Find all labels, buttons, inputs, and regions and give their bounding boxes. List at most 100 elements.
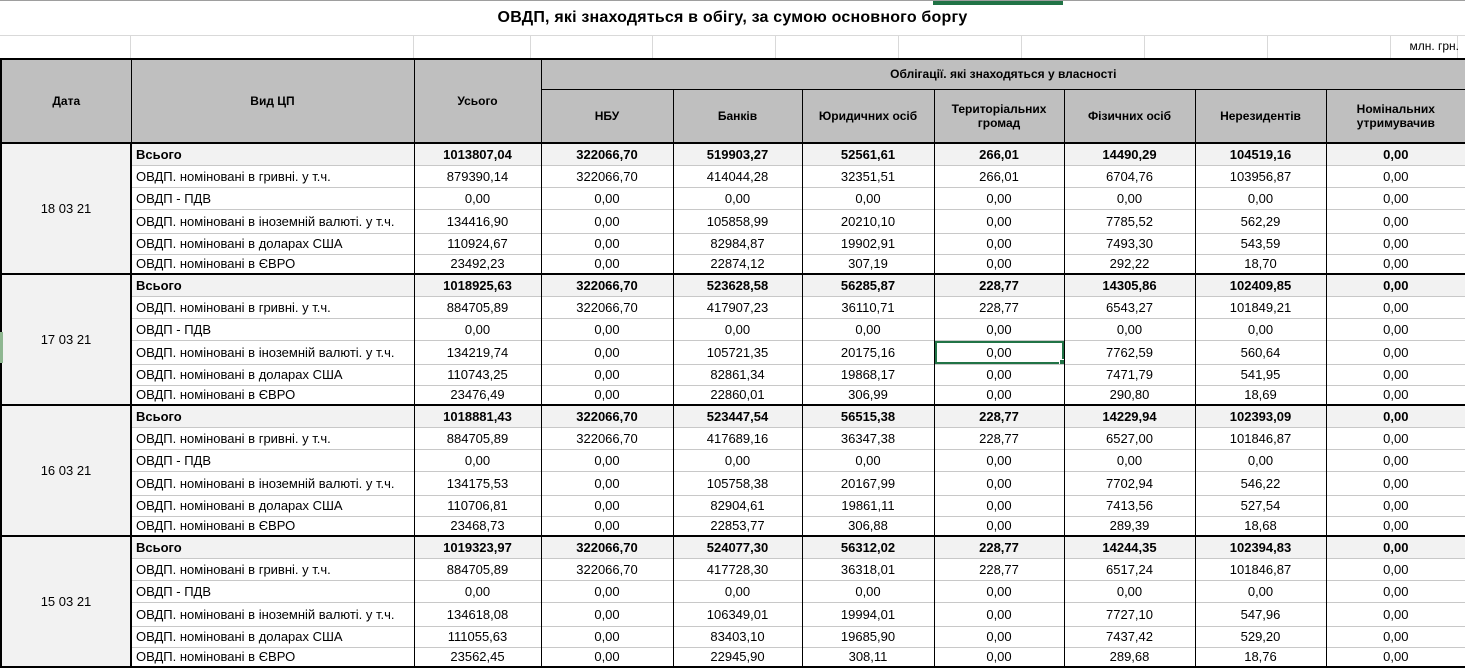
value-cell[interactable]: 0,00 — [1325, 295, 1465, 318]
value-cell[interactable]: 0,00 — [1325, 579, 1465, 602]
row-label-cell[interactable]: ОВДП - ПДВ — [131, 448, 415, 471]
value-cell[interactable]: 0,00 — [540, 339, 674, 364]
value-cell[interactable]: 0,00 — [1325, 470, 1465, 495]
value-cell[interactable]: 19994,01 — [801, 601, 935, 626]
value-cell[interactable]: 52561,61 — [801, 142, 935, 165]
value-cell[interactable]: 1019323,97 — [413, 535, 542, 558]
value-cell[interactable]: 36110,71 — [801, 295, 935, 318]
value-cell[interactable]: 0,00 — [672, 579, 803, 602]
row-label-cell[interactable]: ОВДП. номіновані в ЄВРО — [131, 646, 415, 667]
value-cell[interactable]: 547,96 — [1194, 601, 1327, 626]
value-cell[interactable]: 0,00 — [1194, 186, 1327, 209]
row-label-cell[interactable]: ОВДП. номіновані в доларах США — [131, 494, 415, 516]
value-cell[interactable]: 23492,23 — [413, 253, 542, 274]
value-cell[interactable]: 0,00 — [1325, 448, 1465, 471]
value-cell[interactable]: 0,00 — [1325, 186, 1465, 209]
row-label-cell[interactable]: ОВДП. номіновані в іноземній валюті. у т… — [131, 470, 415, 495]
value-cell[interactable]: 0,00 — [933, 625, 1065, 647]
row-label-cell[interactable]: ОВДП. номіновані в гривні. у т.ч. — [131, 426, 415, 449]
value-cell[interactable]: 1018881,43 — [413, 404, 542, 427]
value-cell[interactable]: 289,68 — [1063, 646, 1196, 667]
value-cell[interactable]: 0,00 — [933, 515, 1065, 536]
value-cell[interactable]: 134416,90 — [413, 208, 542, 233]
value-cell[interactable]: 7762,59 — [1063, 339, 1196, 364]
value-cell[interactable]: 0,00 — [413, 448, 542, 471]
value-cell[interactable]: 0,00 — [1325, 232, 1465, 254]
row-label-cell[interactable]: ОВДП - ПДВ — [131, 579, 415, 602]
value-cell[interactable]: 106349,01 — [672, 601, 803, 626]
value-cell[interactable]: 0,00 — [1194, 317, 1327, 340]
value-cell[interactable]: 0,00 — [1194, 448, 1327, 471]
value-cell[interactable]: 0,00 — [1325, 404, 1465, 427]
value-cell[interactable]: 228,77 — [933, 295, 1065, 318]
value-cell[interactable]: 83403,10 — [672, 625, 803, 647]
value-cell[interactable]: 523628,58 — [672, 273, 803, 296]
value-cell[interactable]: 20175,16 — [801, 339, 935, 364]
header-owner-4[interactable]: Фізичних осіб — [1063, 88, 1196, 144]
value-cell[interactable]: 105858,99 — [672, 208, 803, 233]
value-cell[interactable]: 266,01 — [933, 164, 1065, 187]
value-cell[interactable]: 0,00 — [1325, 625, 1465, 647]
value-cell[interactable]: 0,00 — [801, 579, 935, 602]
value-cell[interactable]: 414044,28 — [672, 164, 803, 187]
row-label-cell[interactable]: ОВДП. номіновані в гривні. у т.ч. — [131, 295, 415, 318]
header-date[interactable]: Дата — [0, 58, 132, 144]
value-cell[interactable]: 134219,74 — [413, 339, 542, 364]
value-cell[interactable]: 562,29 — [1194, 208, 1327, 233]
value-cell[interactable]: 529,20 — [1194, 625, 1327, 647]
header-owner-5[interactable]: Нерезидентів — [1194, 88, 1327, 144]
value-cell[interactable]: 104519,16 — [1194, 142, 1327, 165]
header-owner-3[interactable]: Територіальних громад — [933, 88, 1065, 144]
value-cell[interactable]: 102394,83 — [1194, 535, 1327, 558]
value-cell[interactable]: 0,00 — [933, 579, 1065, 602]
value-cell[interactable]: 0,00 — [1194, 579, 1327, 602]
row-label-cell[interactable]: ОВДП. номіновані в ЄВРО — [131, 384, 415, 405]
value-cell[interactable]: 23476,49 — [413, 384, 542, 405]
value-cell[interactable]: 266,01 — [933, 142, 1065, 165]
value-cell[interactable]: 0,00 — [540, 186, 674, 209]
header-type[interactable]: Вид ЦП — [130, 58, 415, 144]
value-cell[interactable]: 19902,91 — [801, 232, 935, 254]
date-cell[interactable]: 18 03 21 — [1, 142, 132, 274]
value-cell[interactable]: 14244,35 — [1063, 535, 1196, 558]
value-cell[interactable]: 0,00 — [933, 317, 1065, 340]
row-label-cell[interactable]: ОВДП - ПДВ — [131, 186, 415, 209]
value-cell[interactable]: 0,00 — [933, 470, 1065, 495]
value-cell[interactable]: 0,00 — [933, 363, 1065, 385]
value-cell[interactable]: 18,69 — [1194, 384, 1327, 405]
value-cell[interactable]: 524077,30 — [672, 535, 803, 558]
value-cell[interactable]: 0,00 — [1325, 601, 1465, 626]
value-cell[interactable]: 0,00 — [672, 186, 803, 209]
value-cell[interactable]: 36318,01 — [801, 557, 935, 580]
value-cell[interactable]: 0,00 — [1325, 535, 1465, 558]
value-cell[interactable]: 0,00 — [1325, 164, 1465, 187]
value-cell[interactable]: 0,00 — [672, 448, 803, 471]
value-cell[interactable]: 110743,25 — [413, 363, 542, 385]
value-cell[interactable]: 0,00 — [540, 515, 674, 536]
value-cell[interactable]: 322066,70 — [540, 273, 674, 296]
value-cell[interactable]: 0,00 — [1325, 253, 1465, 274]
value-cell[interactable]: 103956,87 — [1194, 164, 1327, 187]
row-label-cell[interactable]: Всього — [131, 273, 415, 296]
header-owners-group[interactable]: Облігації. які знаходяться у власності — [540, 58, 1465, 90]
value-cell[interactable]: 0,00 — [933, 384, 1065, 405]
value-cell[interactable]: 307,19 — [801, 253, 935, 274]
value-cell[interactable]: 0,00 — [540, 646, 674, 667]
value-cell[interactable]: 228,77 — [933, 404, 1065, 427]
value-cell[interactable]: 23468,73 — [413, 515, 542, 536]
value-cell[interactable]: 111055,63 — [413, 625, 542, 647]
value-cell[interactable]: 56312,02 — [801, 535, 935, 558]
value-cell[interactable]: 0,00 — [1063, 579, 1196, 602]
value-cell[interactable]: 110706,81 — [413, 494, 542, 516]
value-cell[interactable]: 417689,16 — [672, 426, 803, 449]
row-label-cell[interactable]: ОВДП. номіновані в доларах США — [131, 625, 415, 647]
value-cell[interactable]: 519903,27 — [672, 142, 803, 165]
value-cell[interactable]: 0,00 — [933, 494, 1065, 516]
row-label-cell[interactable]: ОВДП. номіновані в доларах США — [131, 363, 415, 385]
value-cell[interactable]: 20210,10 — [801, 208, 935, 233]
value-cell[interactable]: 7437,42 — [1063, 625, 1196, 647]
value-cell[interactable]: 7413,56 — [1063, 494, 1196, 516]
value-cell[interactable]: 527,54 — [1194, 494, 1327, 516]
value-cell[interactable]: 7727,10 — [1063, 601, 1196, 626]
value-cell[interactable]: 7471,79 — [1063, 363, 1196, 385]
